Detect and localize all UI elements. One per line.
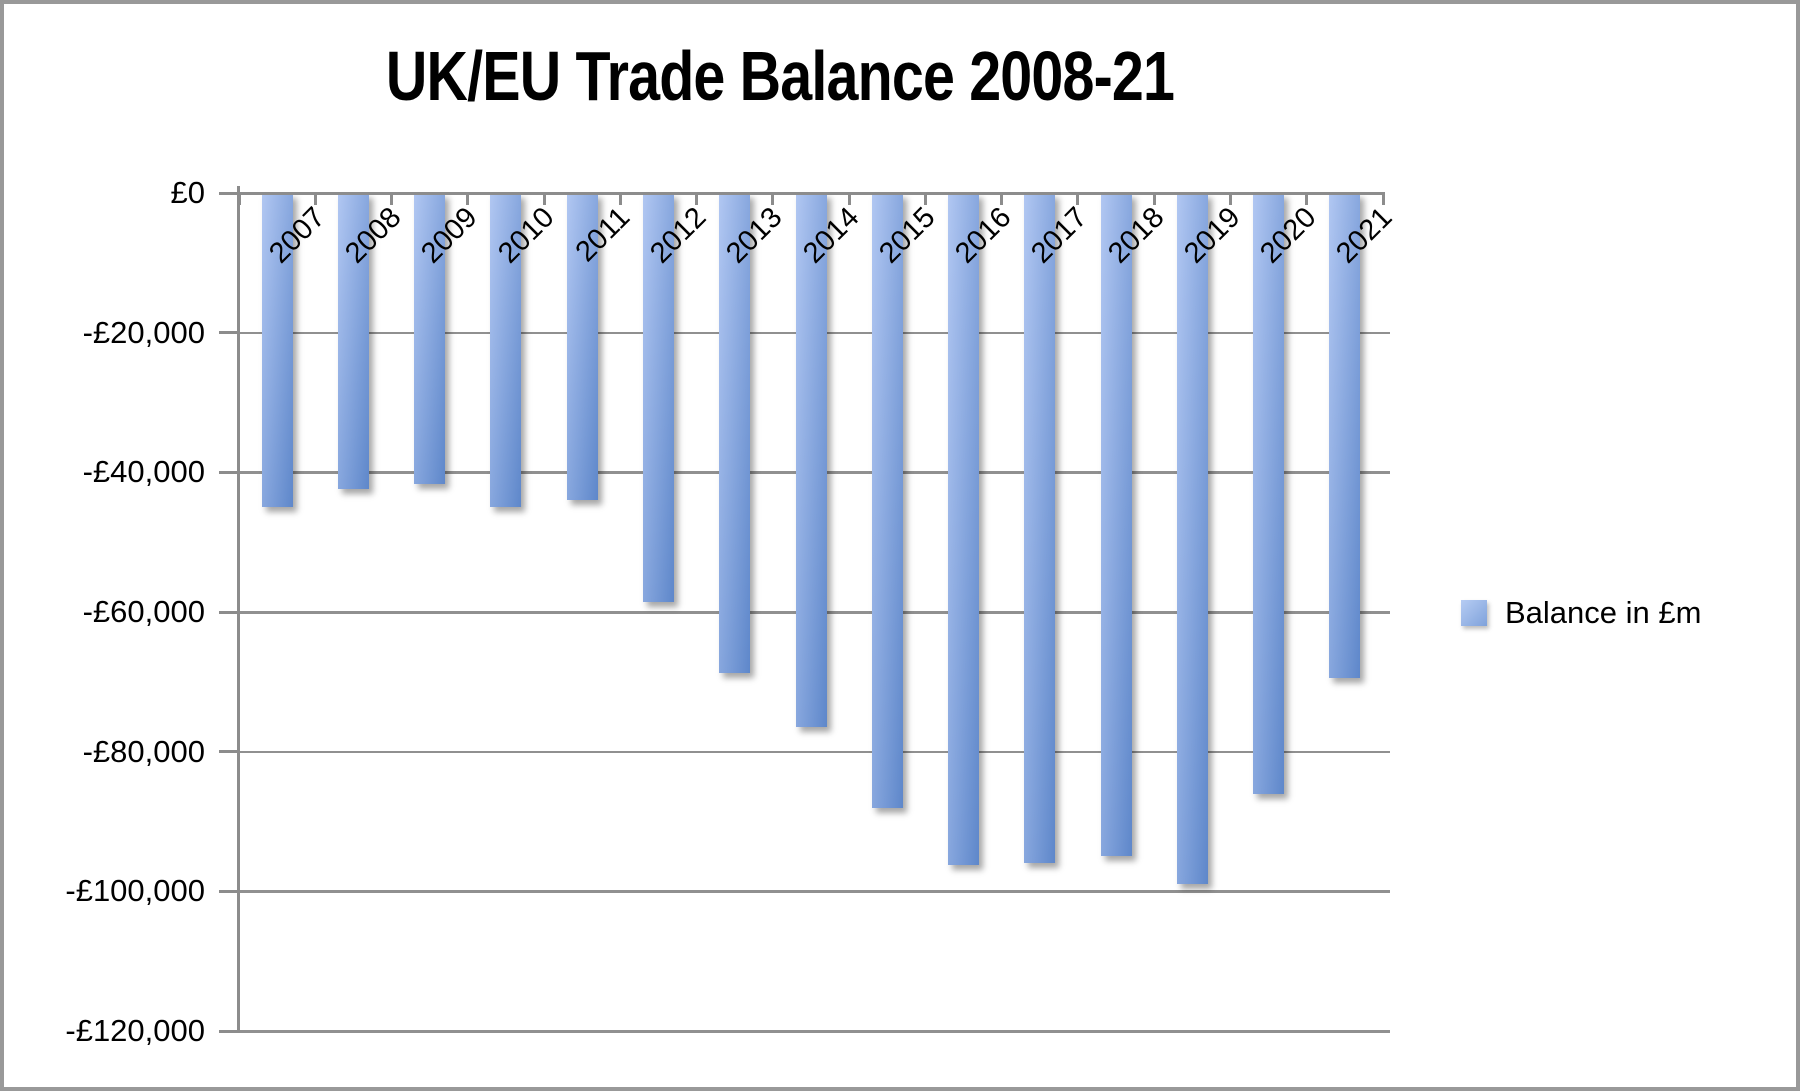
x-axis-tick [390, 193, 394, 205]
x-axis-tick [771, 193, 775, 205]
x-axis-tick [1381, 193, 1385, 205]
x-axis-tick [847, 193, 851, 205]
legend-label: Balance in £m [1505, 595, 1702, 630]
y-axis-label: -£60,000 [82, 594, 205, 629]
chart-title: UK/EU Trade Balance 2008-21 [385, 37, 1175, 115]
y-axis-label: -£100,000 [65, 873, 205, 909]
bar [566, 193, 598, 501]
y-axis-tick [219, 750, 240, 754]
x-axis-tick [542, 193, 546, 205]
legend-color-swatch [1461, 600, 1487, 626]
x-axis-tick [695, 193, 699, 205]
bar [1329, 193, 1361, 678]
y-axis-tick [219, 331, 240, 335]
bar [1176, 193, 1208, 885]
y-axis-tick [219, 1029, 240, 1033]
y-gridline [239, 890, 1390, 893]
y-axis-label: -£20,000 [82, 314, 205, 350]
bar [719, 193, 751, 674]
x-axis-tick [466, 193, 470, 205]
x-axis-tick [1076, 193, 1080, 205]
x-axis-tick [313, 193, 317, 205]
y-axis-line [237, 186, 240, 1033]
y-gridline [239, 1030, 1390, 1033]
x-axis-tick [1000, 193, 1004, 205]
bar [1253, 193, 1285, 794]
y-axis-label: -£40,000 [82, 454, 205, 490]
bar [490, 193, 522, 508]
y-axis-tick [219, 889, 240, 893]
y-gridline [239, 750, 1390, 754]
bar [337, 193, 369, 490]
y-axis-label: £0 [170, 175, 205, 210]
bar [871, 193, 903, 808]
x-axis-tick [1305, 193, 1309, 205]
bar [1100, 193, 1132, 857]
bar [261, 193, 293, 507]
y-axis-tick [219, 191, 240, 195]
bar [1024, 193, 1056, 864]
y-axis-tick [219, 610, 240, 614]
x-axis-tick [237, 193, 241, 205]
x-axis-tick [618, 193, 622, 205]
x-axis-line [239, 191, 1385, 195]
x-axis-tick [1152, 193, 1156, 205]
bar [795, 193, 827, 727]
y-axis-label: -£120,000 [65, 1013, 205, 1048]
legend: Balance in £m [1461, 596, 1701, 630]
x-axis-tick [923, 193, 927, 205]
y-axis-tick [219, 470, 240, 474]
bar [414, 193, 446, 484]
bar [948, 193, 980, 866]
bar [642, 193, 674, 602]
x-axis-tick [1228, 193, 1232, 205]
y-axis-label: -£80,000 [82, 733, 205, 769]
